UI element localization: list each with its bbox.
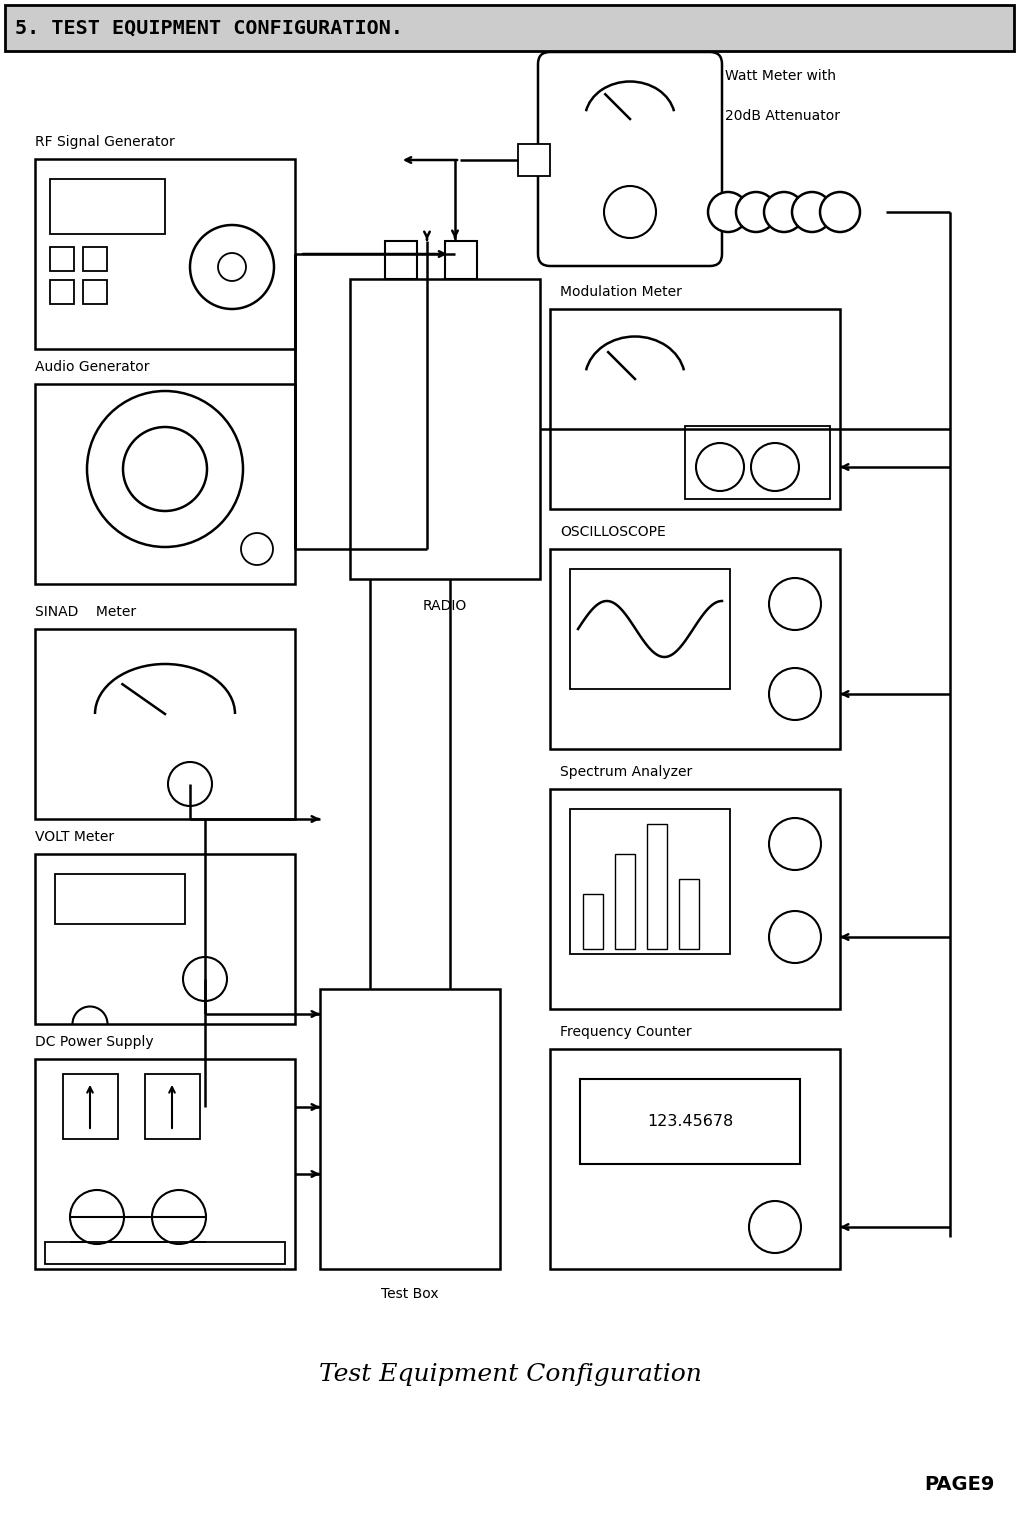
Bar [63, 1073, 118, 1139]
Circle shape [749, 1200, 801, 1252]
Bar [35, 159, 294, 349]
Bar [550, 309, 840, 509]
Bar [83, 248, 107, 271]
Bar [50, 179, 165, 234]
Bar [350, 278, 540, 579]
Circle shape [152, 1190, 206, 1245]
Circle shape [708, 193, 748, 232]
Circle shape [769, 578, 821, 630]
Text: 20dB Attenuator: 20dB Attenuator [725, 109, 840, 122]
Bar [35, 384, 294, 584]
Circle shape [751, 443, 799, 491]
Bar [518, 144, 550, 176]
Circle shape [604, 187, 656, 239]
Text: Watt Meter with: Watt Meter with [725, 69, 836, 83]
Circle shape [168, 761, 212, 806]
Bar [35, 1060, 294, 1269]
Circle shape [70, 1190, 124, 1245]
Bar [45, 1242, 285, 1264]
Circle shape [769, 911, 821, 963]
Bar [580, 1079, 800, 1164]
Text: DC Power Supply: DC Power Supply [35, 1035, 154, 1049]
Bar [570, 809, 730, 954]
Text: 5. TEST EQUIPMENT CONFIGURATION.: 5. TEST EQUIPMENT CONFIGURATION. [15, 18, 403, 38]
Circle shape [218, 252, 246, 281]
Bar [5, 5, 1014, 50]
Bar [83, 280, 107, 304]
Text: OSCILLOSCOPE: OSCILLOSCOPE [560, 524, 665, 540]
Text: 123.45678: 123.45678 [647, 1113, 733, 1128]
Text: Audio Generator: Audio Generator [35, 359, 150, 375]
FancyBboxPatch shape [538, 52, 722, 266]
Bar [550, 789, 840, 1009]
Bar [583, 894, 603, 950]
Bar [615, 855, 635, 950]
Bar [50, 248, 74, 271]
Bar [445, 242, 477, 278]
Circle shape [183, 957, 227, 1001]
Circle shape [87, 391, 243, 547]
Text: RF Signal Generator: RF Signal Generator [35, 135, 174, 148]
Circle shape [764, 193, 804, 232]
Circle shape [792, 193, 832, 232]
Bar [550, 1049, 840, 1269]
Circle shape [123, 427, 207, 511]
Bar [320, 989, 500, 1269]
Text: Test Equipment Configuration: Test Equipment Configuration [319, 1362, 701, 1385]
Text: VOLT Meter: VOLT Meter [35, 830, 114, 844]
Text: SINAD    Meter: SINAD Meter [35, 605, 137, 619]
Text: Frequency Counter: Frequency Counter [560, 1024, 692, 1040]
Bar [570, 569, 730, 690]
Bar [55, 875, 185, 924]
Circle shape [736, 193, 776, 232]
Bar [679, 879, 699, 950]
Text: Test Box: Test Box [381, 1287, 439, 1301]
Circle shape [769, 668, 821, 720]
Bar [647, 824, 667, 950]
Bar [35, 855, 294, 1024]
Circle shape [820, 193, 860, 232]
Bar [550, 549, 840, 749]
Bar [35, 628, 294, 820]
Text: PAGE9: PAGE9 [924, 1474, 995, 1494]
Bar [145, 1073, 200, 1139]
Bar [685, 427, 830, 498]
Bar [50, 280, 74, 304]
Circle shape [190, 225, 274, 309]
Text: RADIO: RADIO [423, 599, 467, 613]
Text: Spectrum Analyzer: Spectrum Analyzer [560, 764, 692, 778]
Circle shape [242, 534, 273, 566]
Bar [385, 242, 417, 278]
Circle shape [769, 818, 821, 870]
Text: Modulation Meter: Modulation Meter [560, 284, 682, 300]
Circle shape [696, 443, 744, 491]
